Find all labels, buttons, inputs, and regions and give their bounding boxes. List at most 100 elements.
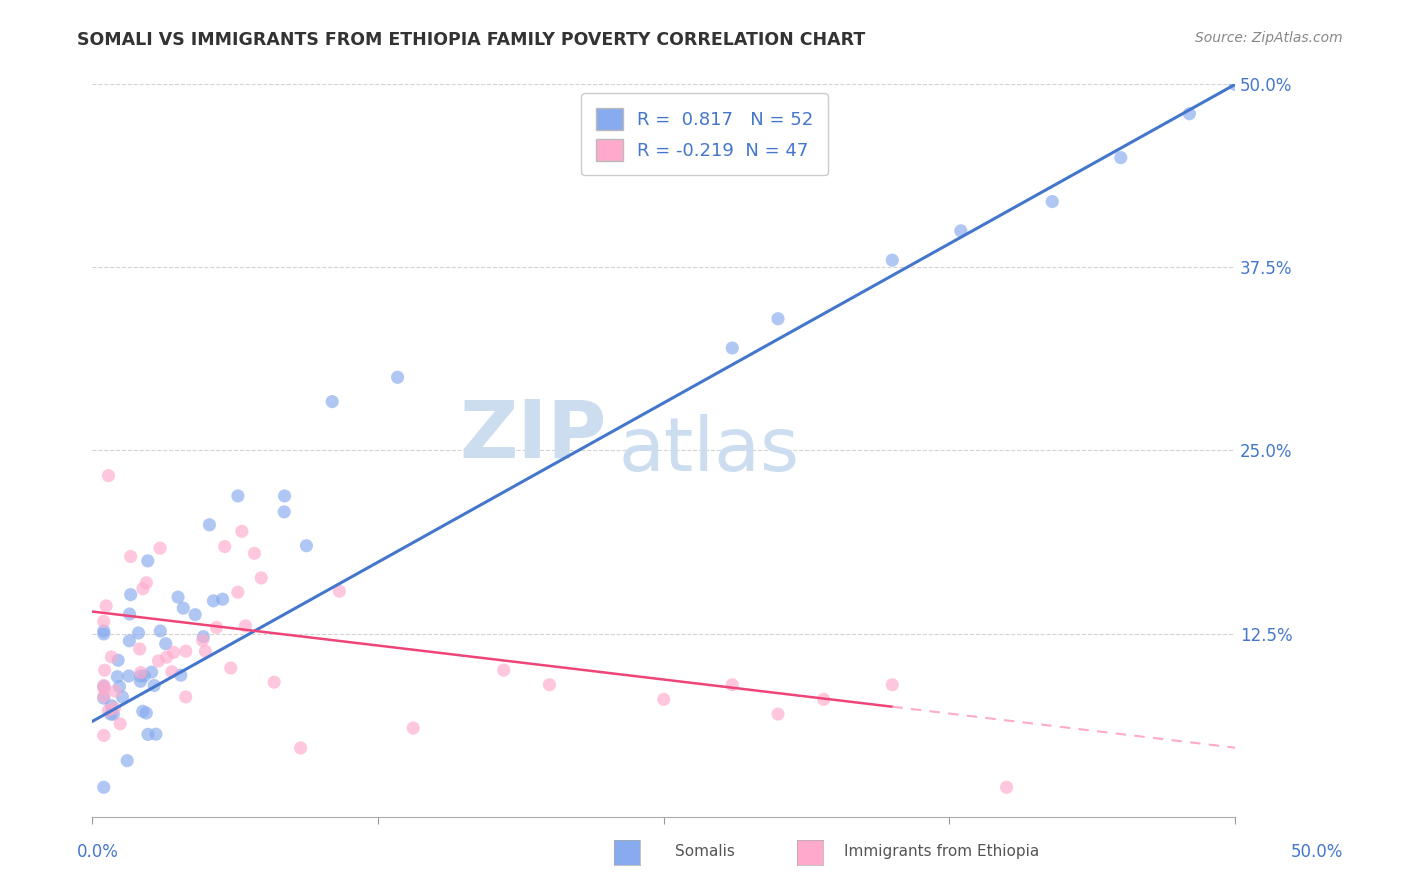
- Text: 0.0%: 0.0%: [77, 843, 120, 861]
- Point: [882, 253, 904, 268]
- Point: [93, 728, 115, 742]
- Text: Somalis: Somalis: [675, 845, 735, 859]
- Point: [214, 540, 236, 554]
- Point: [194, 644, 217, 658]
- Point: [141, 665, 163, 679]
- Point: [128, 642, 150, 657]
- Point: [538, 678, 561, 692]
- Point: [103, 707, 125, 722]
- Point: [156, 650, 179, 665]
- Point: [148, 654, 170, 668]
- Point: [111, 690, 134, 705]
- Point: [167, 590, 190, 604]
- Point: [250, 571, 273, 585]
- Point: [100, 707, 122, 722]
- Text: SOMALI VS IMMIGRANTS FROM ETHIOPIA FAMILY POVERTY CORRELATION CHART: SOMALI VS IMMIGRANTS FROM ETHIOPIA FAMIL…: [77, 31, 866, 49]
- Point: [226, 489, 249, 503]
- Point: [160, 665, 183, 679]
- Point: [97, 703, 120, 717]
- Point: [100, 649, 122, 664]
- Text: ZIP: ZIP: [460, 397, 606, 475]
- Point: [882, 678, 904, 692]
- Point: [721, 341, 744, 355]
- Legend: R =  0.817   N = 52, R = -0.219  N = 47: R = 0.817 N = 52, R = -0.219 N = 47: [581, 94, 828, 176]
- Point: [193, 630, 215, 644]
- Point: [295, 539, 318, 553]
- Point: [235, 619, 257, 633]
- Point: [93, 624, 115, 638]
- Point: [211, 592, 233, 607]
- Point: [145, 727, 167, 741]
- Point: [134, 669, 156, 683]
- Point: [108, 716, 131, 731]
- Point: [949, 224, 972, 238]
- Point: [93, 680, 115, 694]
- Point: [100, 698, 122, 713]
- Point: [162, 645, 184, 659]
- Point: [290, 741, 312, 756]
- Point: [93, 663, 115, 677]
- Point: [136, 554, 159, 568]
- Point: [129, 669, 152, 683]
- Point: [170, 668, 193, 682]
- Point: [136, 727, 159, 741]
- Point: [243, 546, 266, 560]
- Point: [143, 678, 166, 692]
- Point: [652, 692, 675, 706]
- Point: [93, 690, 115, 704]
- Point: [93, 682, 115, 697]
- Point: [103, 701, 125, 715]
- Point: [135, 706, 157, 720]
- Point: [135, 575, 157, 590]
- Point: [1223, 78, 1246, 92]
- Point: [1178, 106, 1201, 120]
- Point: [231, 524, 253, 539]
- Point: [132, 582, 155, 596]
- Point: [149, 624, 172, 638]
- Point: [132, 704, 155, 718]
- Text: Source: ZipAtlas.com: Source: ZipAtlas.com: [1195, 31, 1343, 45]
- Point: [105, 670, 128, 684]
- Point: [184, 607, 207, 622]
- Point: [813, 692, 835, 706]
- Point: [174, 690, 197, 704]
- Point: [97, 468, 120, 483]
- Point: [172, 601, 194, 615]
- Point: [174, 644, 197, 658]
- Point: [402, 721, 425, 735]
- Point: [273, 505, 295, 519]
- Text: atlas: atlas: [619, 414, 799, 487]
- Point: [93, 678, 115, 692]
- Point: [104, 684, 127, 698]
- Text: Immigrants from Ethiopia: Immigrants from Ethiopia: [844, 845, 1039, 859]
- Point: [120, 588, 142, 602]
- Point: [766, 311, 789, 326]
- Point: [129, 665, 152, 680]
- Point: [96, 599, 118, 613]
- Point: [155, 637, 177, 651]
- Point: [129, 674, 152, 689]
- Point: [198, 517, 221, 532]
- Point: [387, 370, 409, 384]
- Point: [1109, 151, 1132, 165]
- Point: [328, 584, 350, 599]
- Point: [721, 678, 744, 692]
- Point: [149, 541, 172, 556]
- Point: [93, 627, 115, 641]
- Point: [108, 680, 131, 694]
- Point: [93, 780, 115, 795]
- Point: [118, 669, 141, 683]
- Point: [1040, 194, 1063, 209]
- Point: [766, 706, 789, 721]
- Point: [205, 620, 228, 634]
- Point: [219, 661, 242, 675]
- Point: [118, 607, 141, 621]
- Point: [995, 780, 1018, 795]
- Point: [191, 633, 214, 648]
- Point: [93, 691, 115, 706]
- Point: [93, 615, 115, 629]
- Point: [321, 394, 343, 409]
- Point: [107, 653, 129, 667]
- Text: 50.0%: 50.0%: [1291, 843, 1343, 861]
- Point: [492, 663, 515, 677]
